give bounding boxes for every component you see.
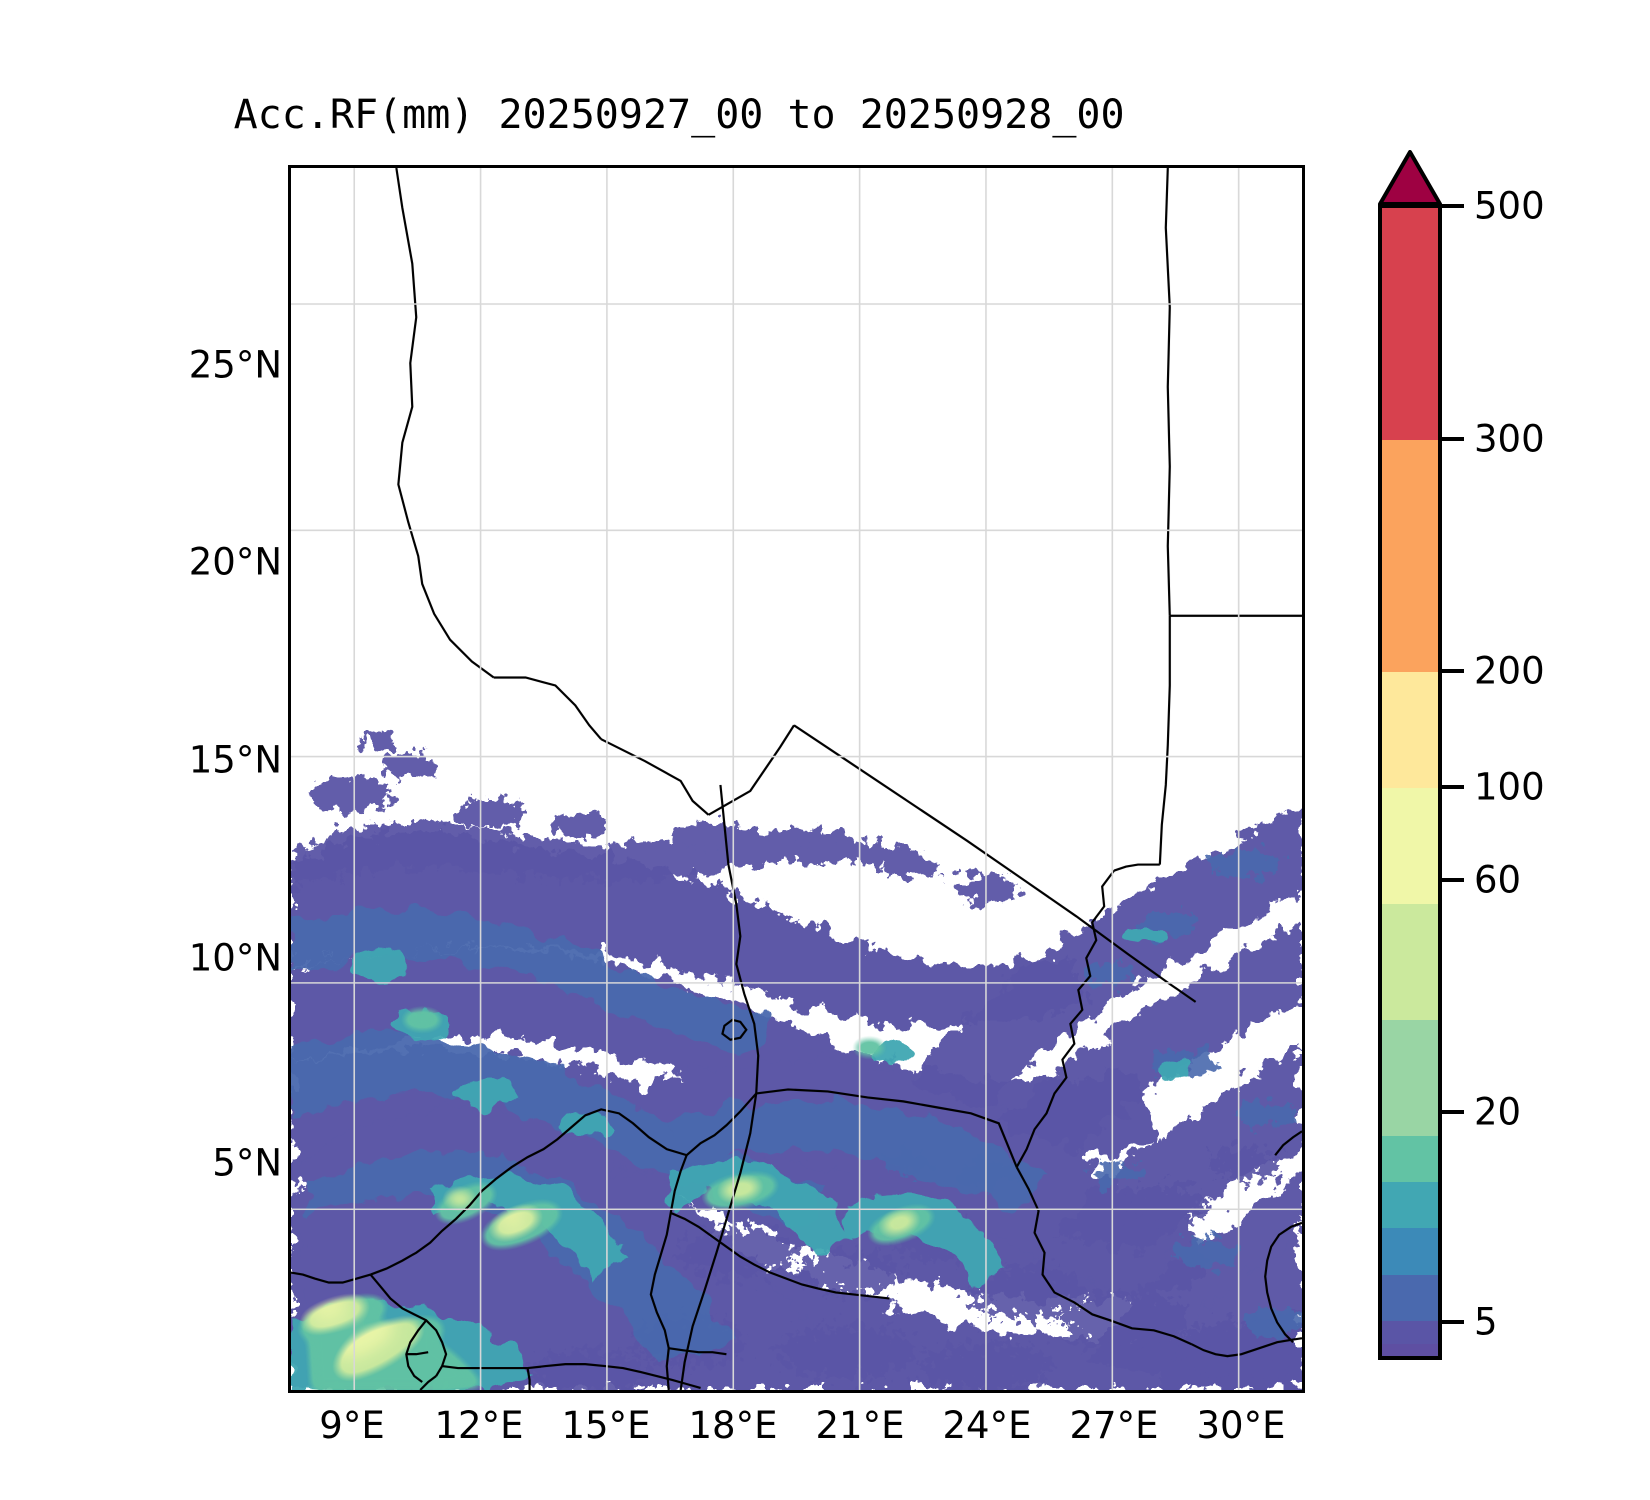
- colorbar-band-80-100: [1382, 1135, 1438, 1182]
- colorbar-band-20-40: [1382, 1274, 1438, 1322]
- colorbar-label-100: 100: [1474, 765, 1545, 809]
- colorbar-band-60-80: [1382, 1181, 1438, 1229]
- colorbar-label-500: 500: [1474, 184, 1545, 228]
- colorbar-tick-5: [1442, 1320, 1464, 1324]
- colorbar-tick-60: [1442, 878, 1464, 882]
- country-borders: [291, 168, 1302, 1390]
- colorbar-band-10-20: [1382, 1321, 1438, 1345]
- colorbar-band-200-250: [1382, 787, 1438, 904]
- ytick-label-15N: 15°N: [188, 738, 282, 782]
- xtick-label-24E: 24°E: [942, 1404, 1032, 1447]
- colorbar[interactable]: 500 300 200 100 60 20 5: [1378, 150, 1545, 1362]
- colorbar-tick-20: [1442, 1110, 1464, 1114]
- plot-title-line1: Acc.RF(mm) 20250927_00 to 20250928_00: [233, 92, 1125, 138]
- colorbar-band-5-10: [1382, 1344, 1438, 1356]
- colorbar-band-100-150: [1382, 1019, 1438, 1136]
- xtick-label-30E: 30°E: [1196, 1404, 1286, 1447]
- colorbar-band-400-500: [1382, 208, 1438, 440]
- colorbar-label-300: 300: [1474, 417, 1545, 461]
- colorbar-extend-arrow: [1378, 150, 1442, 206]
- colorbar-band-300-400: [1382, 439, 1438, 672]
- ytick-label-10N: 10°N: [188, 936, 282, 980]
- ytick-label-5N: 5°N: [212, 1141, 282, 1185]
- map-gridlines: [291, 168, 1302, 1390]
- colorbar-band-150-200: [1382, 903, 1438, 1020]
- colorbar-tick-200: [1442, 669, 1464, 673]
- rainfall-map-svg: [291, 168, 1302, 1390]
- colorbar-tick-500: [1442, 204, 1464, 208]
- colorbar-bands: [1378, 204, 1442, 1360]
- colorbar-tick-300: [1442, 437, 1464, 441]
- colorbar-label-5: 5: [1474, 1300, 1498, 1344]
- xtick-label-9E: 9°E: [319, 1404, 385, 1447]
- colorbar-band-250-300: [1382, 671, 1438, 788]
- colorbar-tick-100: [1442, 785, 1464, 789]
- colorbar-band-40-60: [1382, 1228, 1438, 1275]
- map-axes[interactable]: [288, 165, 1305, 1393]
- ytick-label-25N: 25°N: [188, 343, 282, 387]
- ytick-label-20N: 20°N: [188, 540, 282, 584]
- xtick-label-21E: 21°E: [815, 1404, 905, 1447]
- map-canvas: [291, 168, 1302, 1390]
- colorbar-label-200: 200: [1474, 649, 1545, 693]
- xtick-label-12E: 12°E: [434, 1404, 524, 1447]
- xtick-label-27E: 27°E: [1069, 1404, 1159, 1447]
- xtick-label-18E: 18°E: [688, 1404, 778, 1447]
- xtick-label-15E: 15°E: [561, 1404, 651, 1447]
- colorbar-label-20: 20: [1474, 1090, 1522, 1134]
- colorbar-label-60: 60: [1474, 858, 1522, 902]
